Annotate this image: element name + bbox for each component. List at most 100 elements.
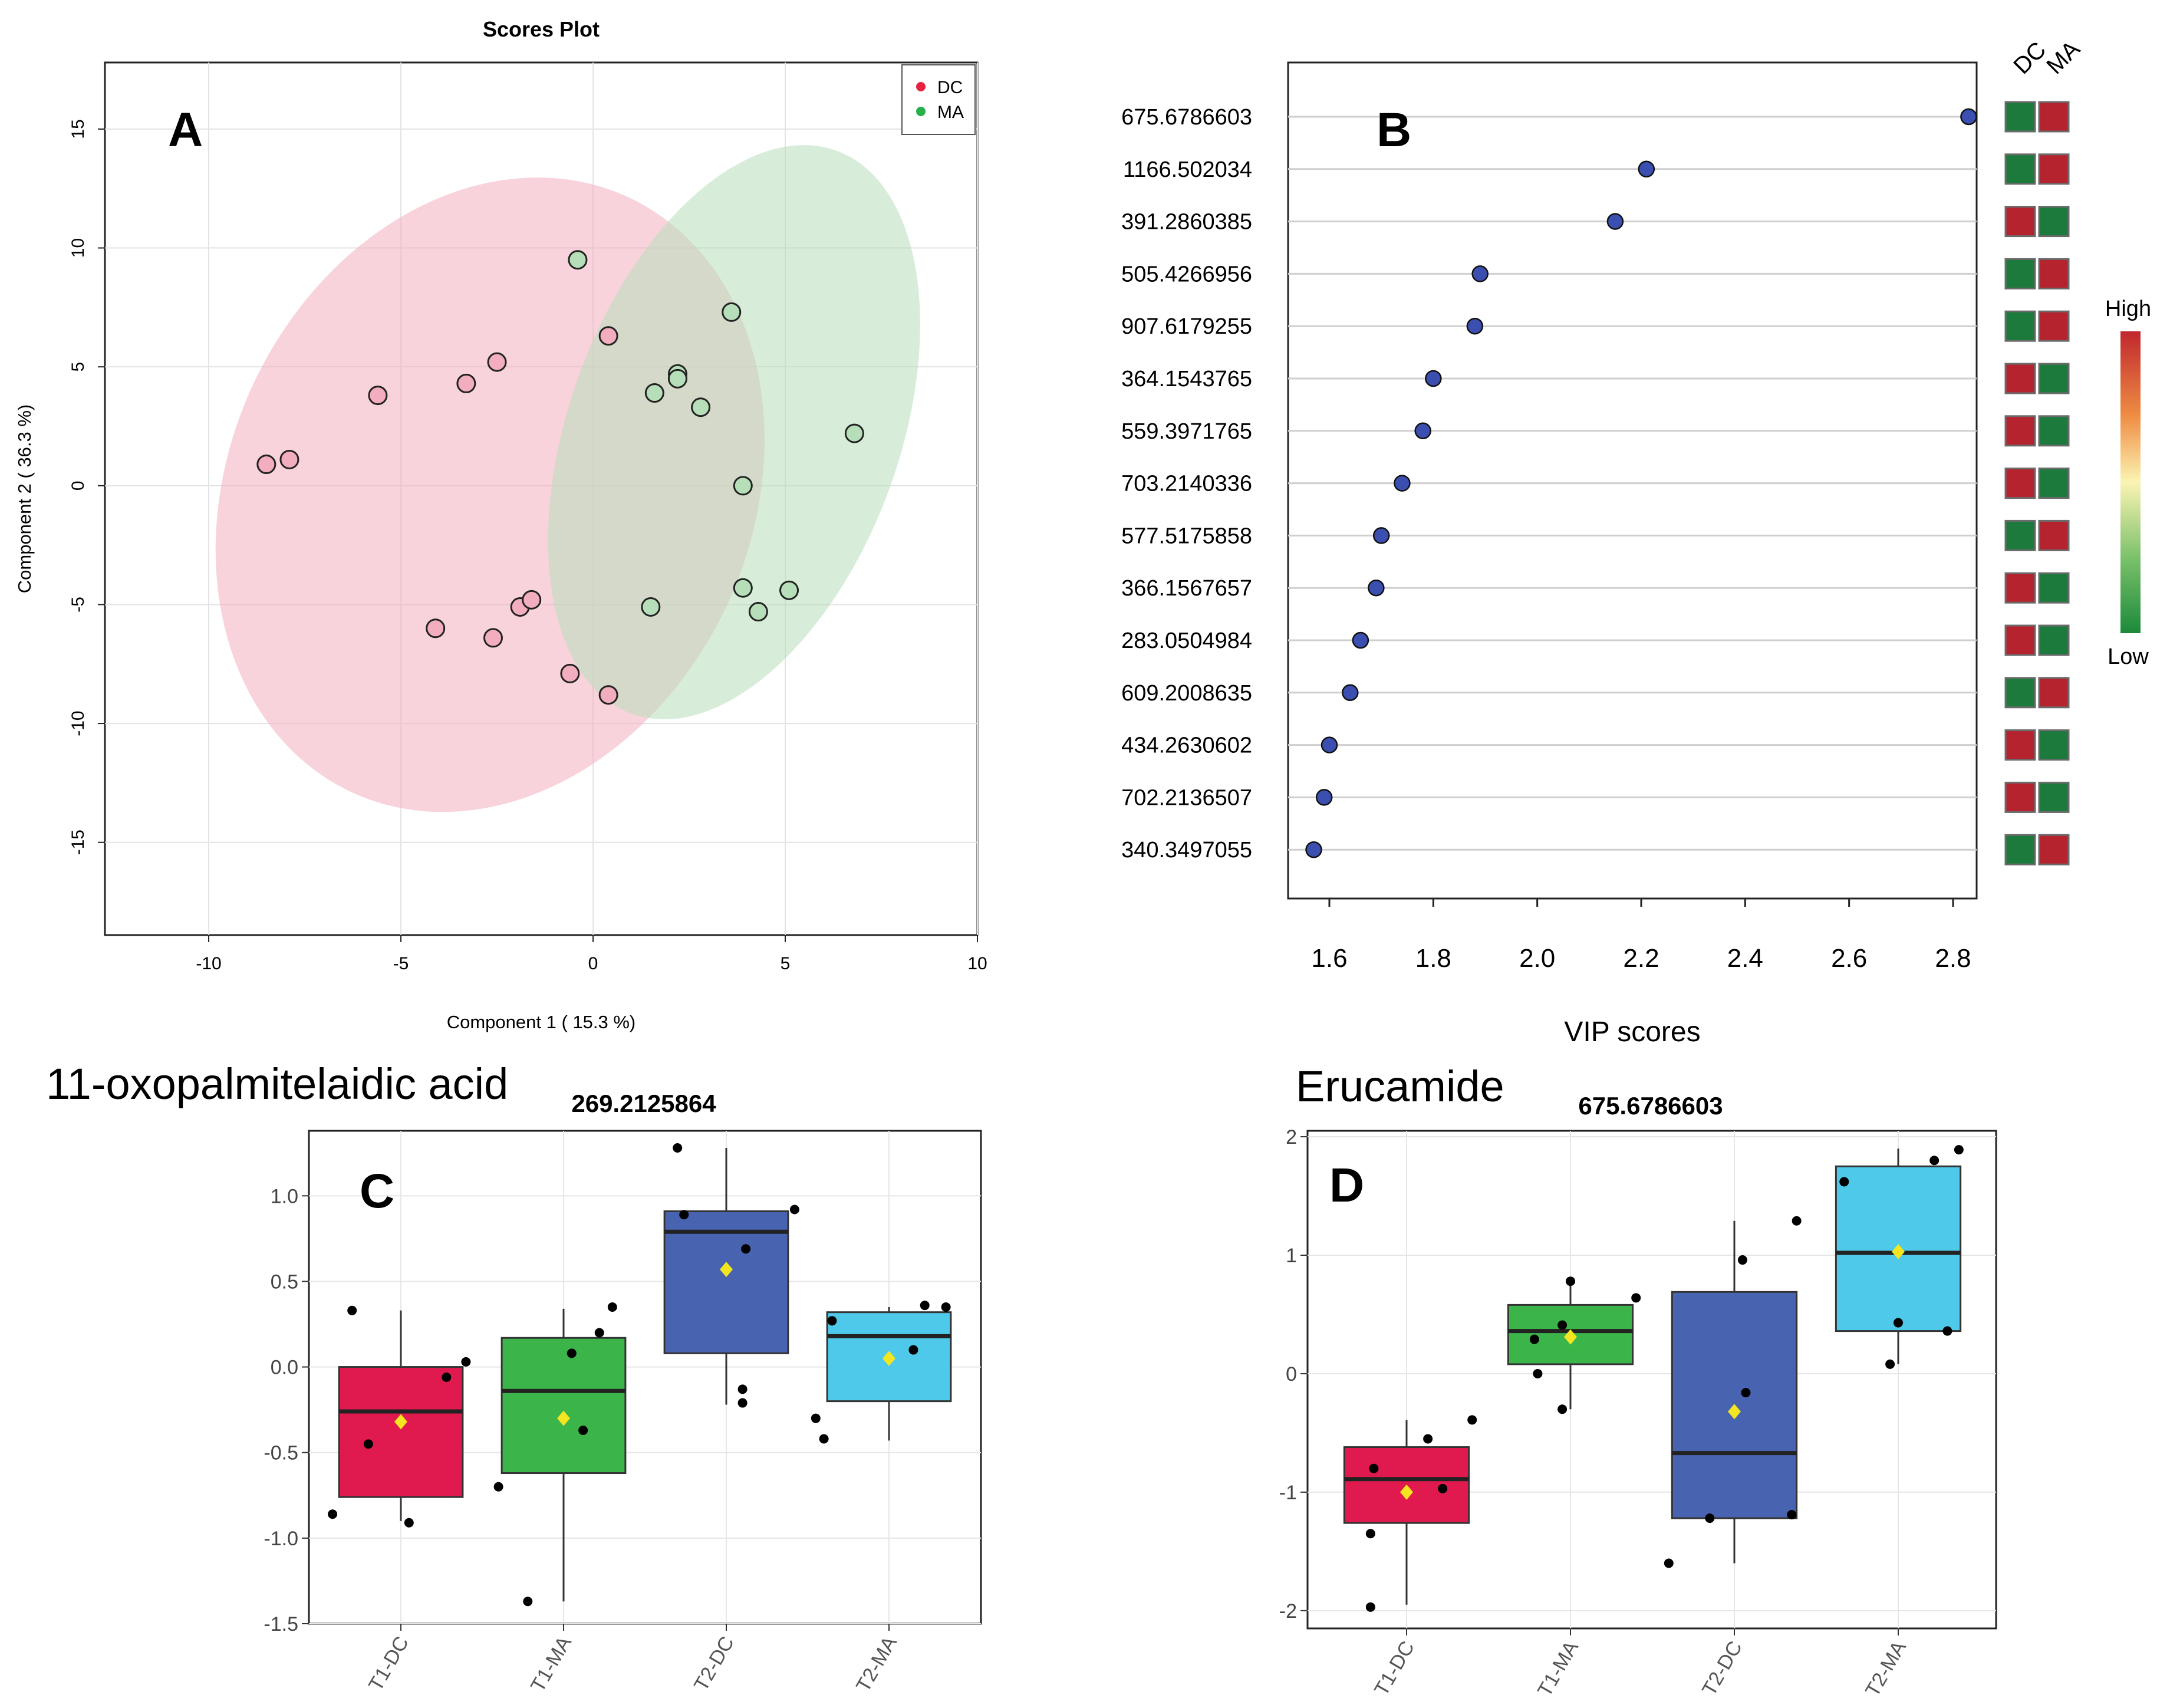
panel-c-x-tick-label: T1-MA bbox=[526, 1633, 576, 1696]
panel-d-data-point bbox=[1929, 1156, 1940, 1166]
panel-a: Scores Plot -10 -5 0 5 10 -15 -10 -5 0 5 10 15 Com… bbox=[14, 17, 987, 1032]
heatmap-cell-ma bbox=[2038, 468, 2070, 499]
panel-a-y-tick-label: -15 bbox=[68, 830, 88, 855]
vip-feature-label: 675.6786603 bbox=[1121, 105, 1252, 130]
heatmap-cell-ma bbox=[2038, 258, 2070, 289]
panel-c-mean-marker bbox=[720, 1262, 733, 1278]
panel-b-x-tick-label: 2.4 bbox=[1727, 944, 1763, 973]
panel-d-data-point bbox=[1839, 1177, 1849, 1187]
panel-a-letter: A bbox=[168, 103, 203, 157]
panel-d-data-point bbox=[1566, 1276, 1575, 1286]
panel-c-data-point bbox=[442, 1373, 452, 1382]
panel-a-y-ticks: -15 -10 -5 0 5 10 15 bbox=[68, 119, 105, 855]
vip-feature-label: 434.2630602 bbox=[1121, 733, 1252, 758]
score-point-ma bbox=[733, 476, 753, 496]
vip-score-point bbox=[1466, 317, 1484, 335]
vip-score-point bbox=[1315, 789, 1333, 806]
panel-b-x-ticks: 1.6 1.8 2.0 2.2 2.4 2.6 2.8 bbox=[1311, 899, 1971, 973]
panel-b-x-tick-label: 1.6 bbox=[1311, 944, 1347, 973]
heatmap-cell-dc bbox=[2004, 101, 2036, 133]
heatmap-cell-ma bbox=[2038, 834, 2070, 865]
panel-c-data-point bbox=[363, 1439, 373, 1449]
panel-c-data-point bbox=[920, 1301, 930, 1311]
score-point-ma bbox=[644, 383, 664, 403]
panel-d-y-tick-label: 2 bbox=[1286, 1126, 1297, 1148]
vip-feature-label: 283.0504984 bbox=[1121, 628, 1252, 653]
color-scale-high-label: High bbox=[2105, 297, 2151, 321]
vip-score-point bbox=[1425, 370, 1442, 387]
panel-a-x-tick-label: 5 bbox=[781, 954, 791, 973]
score-point-dc bbox=[522, 590, 542, 610]
heatmap-cell-dc bbox=[2004, 572, 2036, 604]
panel-c-mean-marker bbox=[557, 1410, 570, 1426]
panel-c-data-point bbox=[567, 1348, 577, 1358]
vip-feature-label: 391.2860385 bbox=[1121, 210, 1252, 235]
panel-d-data-point bbox=[1885, 1359, 1895, 1369]
panel-d-x-tick-label: T1-MA bbox=[1533, 1637, 1583, 1701]
panel-b-rows: 675.6786603 1166.502034 391.2860385 505.426… bbox=[1121, 101, 2070, 865]
panel-c-chart: -1.5 -1.0 -0.5 0.0 0.5 1.0 T1-DC T1-MA T2-DC T2-M… bbox=[264, 1131, 981, 1696]
panel-d-data-point bbox=[1557, 1404, 1568, 1414]
legend-dc-label: DC bbox=[937, 78, 963, 97]
panel-d-data-point bbox=[1533, 1368, 1543, 1378]
panel-d-data-point bbox=[1894, 1318, 1903, 1328]
panel-d-mean-marker bbox=[1892, 1243, 1905, 1259]
score-point-dc bbox=[598, 685, 618, 705]
panel-c-x-tick-label: T2-MA bbox=[852, 1633, 901, 1696]
panel-a-y-tick-label: -5 bbox=[68, 597, 88, 613]
panel-c-data-point bbox=[594, 1328, 604, 1338]
scores-plot-title: Scores Plot bbox=[483, 17, 600, 41]
panel-a-y-tick-label: 10 bbox=[68, 238, 88, 258]
vip-score-point bbox=[1394, 475, 1411, 492]
panel-d-data-point bbox=[1741, 1388, 1751, 1398]
panel-c-data-point bbox=[811, 1413, 821, 1423]
heatmap-cell-ma bbox=[2038, 519, 2070, 551]
panel-c-x-tick-label: T2-DC bbox=[690, 1633, 739, 1695]
panel-c-y-tick-label: 0.5 bbox=[271, 1271, 298, 1293]
heatmap-header-ma: MA bbox=[2041, 36, 2085, 80]
panel-c-data-point bbox=[737, 1398, 748, 1408]
panel-d-data-point bbox=[1365, 1602, 1375, 1612]
score-point-dc bbox=[426, 618, 446, 639]
panel-d-data-point bbox=[1438, 1483, 1448, 1493]
panel-d-data-point bbox=[1705, 1513, 1715, 1523]
heatmap-cell-dc bbox=[2004, 624, 2036, 656]
panel-b-plot-frame bbox=[1287, 61, 1978, 900]
panel-d-box-t2-ma bbox=[1835, 1165, 1962, 1332]
panel-d-data-point bbox=[1792, 1216, 1802, 1226]
panel-d-data-point bbox=[1557, 1320, 1568, 1330]
panel-a-y-tick-label: 0 bbox=[68, 481, 88, 491]
panel-a-x-tick-label: 10 bbox=[967, 954, 987, 973]
panel-c-data-point bbox=[819, 1434, 829, 1444]
score-point-ma bbox=[568, 250, 588, 270]
heatmap-cell-dc bbox=[2004, 363, 2036, 394]
heatmap-cell-dc bbox=[2004, 153, 2036, 185]
panel-c-box-t1-dc bbox=[338, 1366, 464, 1498]
vip-score-point bbox=[1638, 160, 1655, 178]
heatmap-cell-dc bbox=[2004, 310, 2036, 342]
vip-feature-label: 366.1567657 bbox=[1121, 576, 1252, 601]
panel-c-box-t2-dc bbox=[663, 1210, 789, 1354]
heatmap-cell-ma bbox=[2038, 310, 2070, 342]
panel-b-x-axis-label: VIP scores bbox=[1564, 1016, 1700, 1048]
panel-d-data-point bbox=[1631, 1293, 1641, 1303]
score-point-dc bbox=[456, 373, 476, 393]
heatmap-cell-ma bbox=[2038, 677, 2070, 709]
panel-c-compound-name: 11-oxopalmitelaidic acid bbox=[46, 1059, 508, 1108]
panel-d-data-point bbox=[1529, 1334, 1539, 1344]
panel-d-letter: D bbox=[1329, 1159, 1364, 1212]
heatmap-cell-dc bbox=[2004, 519, 2036, 551]
heatmap-cell-dc bbox=[2004, 677, 2036, 709]
score-point-ma bbox=[748, 602, 768, 622]
panel-a-x-tick-label: -10 bbox=[196, 954, 221, 973]
panel-c-mean-marker bbox=[394, 1414, 407, 1430]
heatmap-cell-ma bbox=[2038, 153, 2070, 185]
vip-feature-label: 609.2008635 bbox=[1121, 681, 1252, 706]
heatmap-cell-dc bbox=[2004, 415, 2036, 447]
heatmap-cell-dc bbox=[2004, 834, 2036, 865]
vip-score-point bbox=[1321, 736, 1338, 753]
confidence-ellipse-ma bbox=[548, 145, 920, 720]
panel-d-data-point bbox=[1369, 1463, 1379, 1473]
panel-c-data-point bbox=[673, 1143, 683, 1153]
